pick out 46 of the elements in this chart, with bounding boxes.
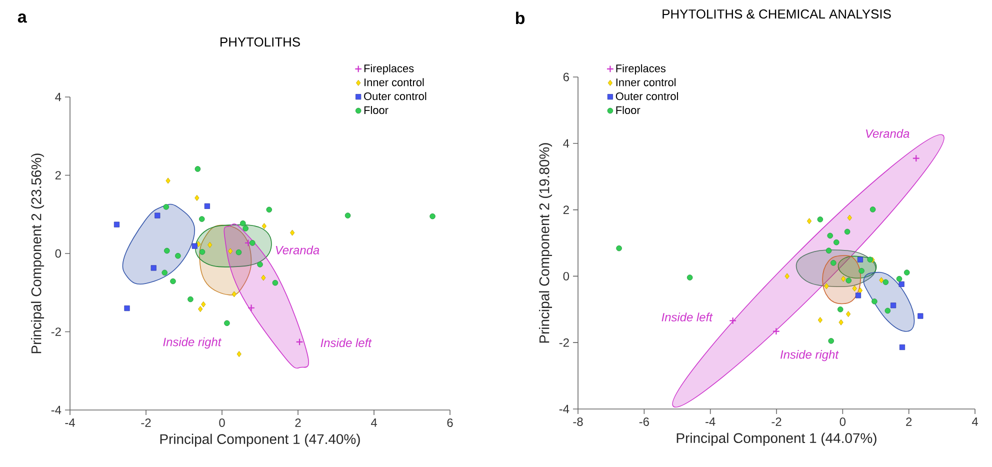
legend-label: Outer control [616,92,678,100]
legend-label: Floor [364,106,388,114]
chart-title: PHYTOLITHS [220,37,300,47]
y-axis-title: Principal Component 2 (19.80%) [539,143,552,343]
x-tick-label: 2 [906,418,912,426]
annotation: Veranda [866,129,910,138]
x-tick-label: -4 [706,418,716,426]
y-axis-title: Principal Component 2 (23.56%) [31,154,44,354]
y-tick-label: 2 [563,206,569,214]
x-tick-label: 0 [840,418,846,426]
y-tick-label: -2 [559,338,569,347]
y-tick-label: 0 [55,249,62,258]
x-tick-label: 4 [972,418,978,426]
x-axis-title: Principal Component 1 (47.40%) [160,434,360,447]
y-tick-label: 0 [563,272,570,280]
legend-label: Fireplaces [364,64,414,74]
y-tick-label: 4 [55,92,62,102]
x-tick-label: -2 [772,418,782,426]
x-tick-label: 0 [219,418,225,427]
chart-title: PHYTOLITHS & CHEMICAL ANALYSIS [662,9,891,19]
x-tick-label: 6 [447,418,453,427]
legend-label: Inner control [364,78,424,86]
y-tick-label: -4 [51,406,62,414]
x-axis-title: Principal Component 1 (44.07%) [676,432,876,446]
legend-label: Floor [616,106,640,114]
y-tick-label: 4 [563,139,570,148]
x-tick-label: -2 [141,418,151,427]
x-tick-label: -4 [65,418,75,427]
text: a [18,13,27,23]
x-tick-label: 4 [370,418,377,427]
x-tick-label: 2 [295,418,301,427]
legend-label: Outer control [364,92,426,100]
y-tick-label: 6 [563,72,569,82]
annotation: Inside left [320,338,372,348]
annotation: Inside left [662,312,713,322]
y-tick-label: -2 [51,328,61,336]
annotation: Inside right [780,350,839,362]
annotation: Veranda [276,246,320,254]
x-tick-label: -6 [639,418,649,426]
legend-label: Fireplaces [616,64,666,74]
annotation: Inside right [163,337,222,349]
y-tick-label: 2 [55,171,61,180]
y-tick-label: -4 [559,404,570,414]
legend-label: Inner control [616,78,676,86]
text: b [516,12,525,24]
x-tick-label: -8 [573,418,583,426]
